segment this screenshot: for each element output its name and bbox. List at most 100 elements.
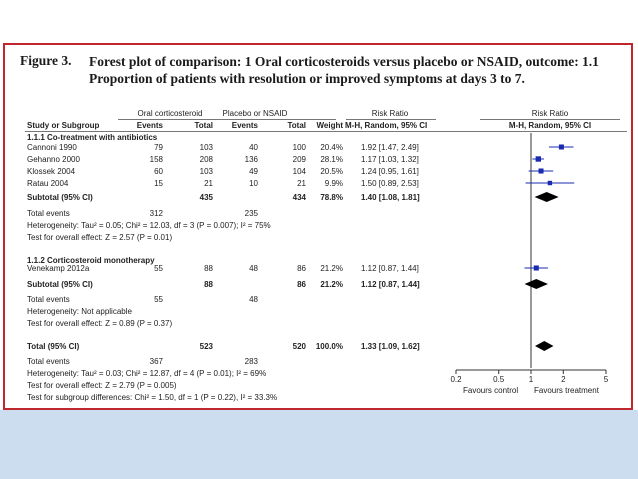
study-weight: 20.5% [320,167,343,176]
study-total-ctrl: 209 [292,155,306,164]
slide-bottom-band [0,410,638,479]
study-name: Ratau 2004 [27,179,69,188]
axis-label-favours-control: Favours control [463,386,519,395]
subgroup2-subtotal-total-ctrl: 86 [297,280,306,289]
header-method-table: M-H, Random, 95% CI [345,121,428,130]
subgroup1-overall-effect: Test for overall effect: Z = 2.57 (P = 0… [27,233,173,242]
study-total-ctrl: 104 [292,167,306,176]
subgroup2-heterogeneity: Heterogeneity: Not applicable [27,307,132,316]
x-tick-label: 2 [561,375,566,384]
study-total-exp: 88 [204,264,213,273]
study-point [533,265,539,271]
figure-frame [3,43,633,410]
subgroup2-subtotal-weight: 21.2% [320,280,343,289]
study-total-exp: 208 [199,155,213,164]
study-events-ctrl: 48 [249,264,258,273]
header-risk-ratio-table: Risk Ratio [371,109,409,118]
total-weight: 100.0% [315,342,343,351]
subgroup1-heterogeneity: Heterogeneity: Tau² = 0.05; Chi² = 12.03… [27,221,271,230]
subgroup1-total-events-ctrl: 235 [244,209,258,218]
study-total-ctrl: 100 [292,143,306,152]
study-events-exp: 15 [154,179,163,188]
study-events-exp: 55 [154,264,163,273]
study-events-exp: 158 [149,155,163,164]
subgroup2-subtotal-label: Subtotal (95% CI) [27,280,93,289]
x-tick-label: 0.5 [493,375,505,384]
pooled-diamond [534,192,559,202]
study-ci: 1.92 [1.47, 2.49] [361,143,419,152]
header-risk-ratio-plot: Risk Ratio [531,109,569,118]
header-underline-experimental [118,119,222,120]
total-rr: 1.33 [1.09, 1.62] [361,342,420,351]
subgroup2-title: 1.1.2 Corticosteroid monotherapy [27,256,155,265]
subgroup1-total-events-exp: 312 [149,209,163,218]
axis-label-favours-treatment: Favours treatment [534,386,599,395]
study-total-ctrl: 21 [297,179,306,188]
study-weight: 9.9% [324,179,343,188]
study-events-exp: 79 [154,143,163,152]
total-events-label: Total events [27,357,70,366]
total-total-ctrl: 520 [292,342,306,351]
total-overall-effect: Test for overall effect: Z = 2.79 (P = 0… [27,381,177,390]
x-tick-label: 5 [604,375,609,384]
study-ci: 1.12 [0.87, 1.44] [361,264,419,273]
study-weight: 28.1% [320,155,343,164]
figure-title-line-1: Forest plot of comparison: 1 Oral cortic… [89,54,599,69]
study-events-exp: 60 [154,167,163,176]
figure-label: Figure 3. [20,53,72,68]
total-events-exp: 367 [149,357,163,366]
study-events-ctrl: 40 [249,143,258,152]
total-total-exp: 523 [199,342,213,351]
figure-title: Forest plot of comparison: 1 Oral cortic… [89,53,629,87]
header-method-plot: M-H, Random, 95% CI [508,121,592,130]
subgroup1-subtotal-total-ctrl: 434 [292,193,306,202]
study-total-exp: 21 [204,179,213,188]
study-ci: 1.50 [0.89, 2.53] [361,179,419,188]
total-label: Total (95% CI) [27,342,80,351]
pooled-diamond [524,279,548,289]
study-weight: 20.4% [320,143,343,152]
subgroup2-total-events-label: Total events [27,295,70,304]
header-study: Study or Subgroup [27,121,100,130]
subgroup1-subtotal-total-exp: 435 [199,193,213,202]
total-heterogeneity: Heterogeneity: Tau² = 0.03; Chi² = 12.87… [27,369,267,378]
header-events-control: Events [231,121,258,130]
subgroup2-subtotal-rr: 1.12 [0.87, 1.44] [361,280,420,289]
subgroup1-title: 1.1.1 Co-treatment with antibiotics [27,133,158,142]
total-events-ctrl: 283 [244,357,258,366]
subgroup2-total-events-ctrl: 48 [249,295,258,304]
study-weight: 21.2% [320,264,343,273]
header-bottom-rule [25,131,627,132]
header-total-control: Total [287,121,306,130]
x-tick-label: 0.2 [450,375,462,384]
subgroup1-subtotal-weight: 78.8% [320,193,343,202]
subgroup2-total-events-exp: 55 [154,295,163,304]
study-name: Venekamp 2012a [27,264,90,273]
study-events-ctrl: 49 [249,167,258,176]
header-underline-rr-table [346,119,436,120]
subgroup1-subtotal-label: Subtotal (95% CI) [27,193,93,202]
study-events-ctrl: 136 [244,155,258,164]
pooled-diamond [535,341,554,351]
study-name: Klossek 2004 [27,167,76,176]
subgroup1-total-events-label: Total events [27,209,70,218]
study-point [535,156,542,162]
study-point [538,168,544,174]
header-events-experimental: Events [136,121,163,130]
study-point [558,144,564,150]
header-group-experimental: Oral corticosteroid [137,109,203,118]
header-weight: Weight [316,121,343,130]
study-ci: 1.24 [0.95, 1.61] [361,167,419,176]
subgroup2-subtotal-total-exp: 88 [204,280,213,289]
subgroup1-subtotal-rr: 1.40 [1.08, 1.81] [361,193,420,202]
subgroup2-overall-effect: Test for overall effect: Z = 0.89 (P = 0… [27,319,173,328]
study-total-ctrl: 86 [297,264,306,273]
study-total-exp: 103 [199,143,213,152]
study-name: Gehanno 2000 [27,155,80,164]
figure-title-line-2: Proportion of patients with resolution o… [89,71,525,86]
header-underline-rr-plot [480,119,620,120]
header-total-experimental: Total [194,121,213,130]
x-tick-label: 1 [529,375,534,384]
study-ci: 1.17 [1.03, 1.32] [361,155,419,164]
